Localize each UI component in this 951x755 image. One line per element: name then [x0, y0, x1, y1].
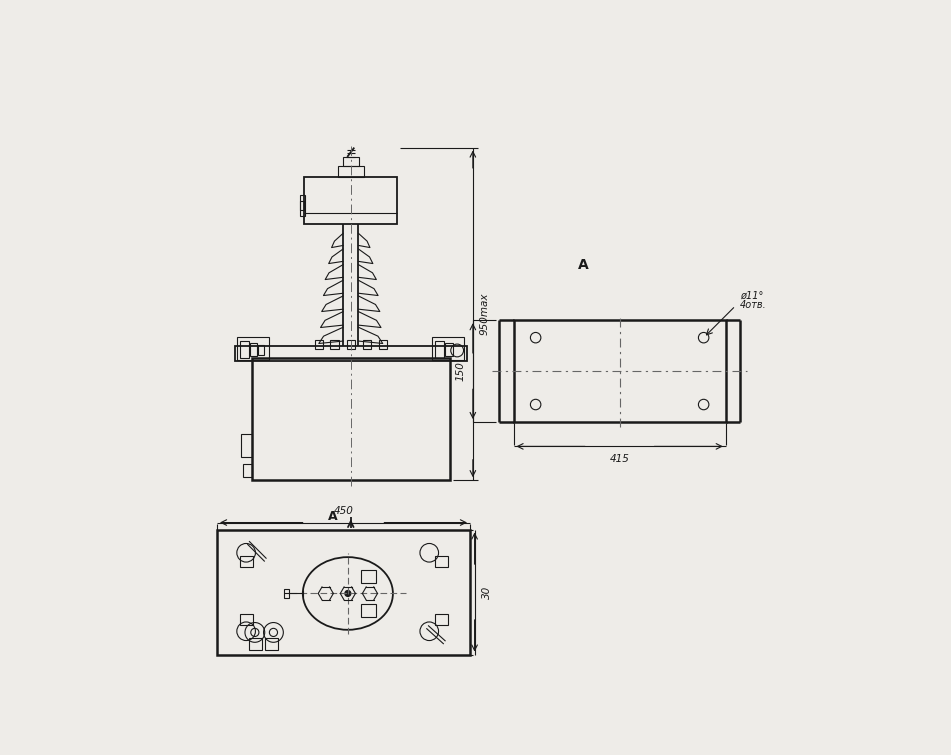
Bar: [217, 529, 470, 655]
Text: 450: 450: [334, 506, 354, 516]
Bar: [235, 347, 467, 361]
Bar: [249, 344, 257, 356]
Bar: [249, 638, 262, 650]
Bar: [432, 337, 464, 360]
Bar: [315, 340, 323, 350]
Bar: [304, 177, 398, 224]
Bar: [301, 196, 305, 216]
Bar: [264, 638, 278, 650]
Bar: [435, 614, 448, 625]
Bar: [300, 201, 304, 210]
Bar: [258, 344, 263, 355]
Bar: [363, 340, 371, 350]
Text: A: A: [578, 258, 589, 272]
Bar: [361, 570, 376, 583]
Bar: [514, 320, 726, 422]
Text: 150: 150: [456, 361, 466, 381]
Bar: [347, 340, 355, 350]
Text: ø11°: ø11°: [740, 291, 763, 301]
Bar: [330, 340, 339, 350]
Text: 4отв.: 4отв.: [740, 300, 767, 310]
Bar: [342, 157, 359, 166]
Bar: [435, 556, 448, 567]
Bar: [252, 358, 450, 480]
Circle shape: [345, 590, 351, 596]
Bar: [238, 337, 269, 360]
Bar: [241, 341, 249, 358]
Bar: [243, 464, 252, 477]
Bar: [284, 589, 288, 598]
Bar: [241, 556, 253, 567]
Text: A: A: [328, 510, 338, 523]
Text: 30: 30: [482, 585, 493, 599]
Text: 950max: 950max: [480, 293, 490, 335]
Bar: [445, 344, 453, 356]
Bar: [241, 614, 253, 625]
Bar: [378, 340, 387, 350]
Bar: [361, 604, 376, 617]
Bar: [242, 433, 252, 457]
Bar: [435, 341, 444, 358]
Text: 415: 415: [610, 454, 630, 464]
Bar: [338, 166, 363, 177]
